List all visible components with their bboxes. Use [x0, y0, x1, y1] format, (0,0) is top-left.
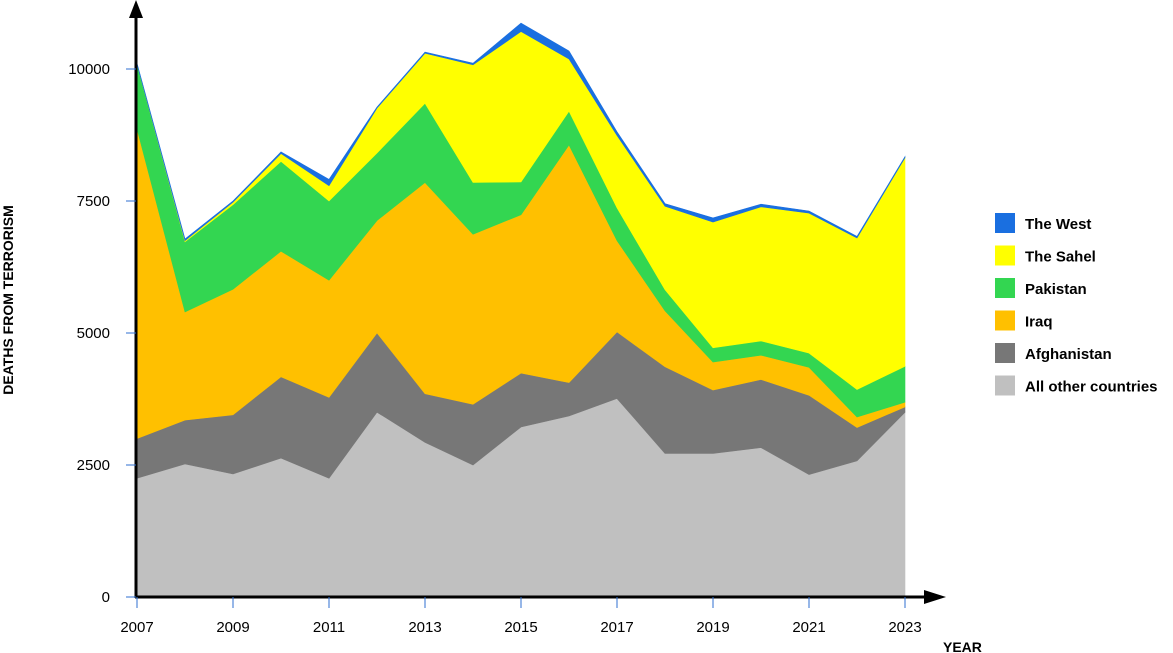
y-tick-label: 2500	[77, 457, 110, 474]
legend-label-iraq: Iraq	[1025, 314, 1053, 331]
y-tick-label: 10000	[68, 61, 110, 78]
legend: The West The Sahel Pakistan Iraq Afghanistan…	[995, 213, 1158, 396]
x-tick-label: 2013	[408, 619, 441, 636]
tick-layer: 0 2500 5000 7500 10000 2007 2009 2011 2013 2015 20…	[68, 61, 921, 636]
x-tick-label: 2021	[792, 619, 825, 636]
legend-label-afghanistan: Afghanistan	[1025, 346, 1112, 363]
x-tick-label: 2015	[504, 619, 537, 636]
x-tick-label: 2019	[696, 619, 729, 636]
legend-swatch-afghanistan	[995, 343, 1015, 363]
legend-label-the-west: The West	[1025, 216, 1091, 233]
area-layer	[136, 22, 906, 598]
y-axis-label: DEATHS FROM TERRORISM	[0, 205, 16, 395]
area-the-west	[136, 22, 906, 242]
y-tick-label: 0	[102, 589, 110, 606]
legend-swatch-all-other-countries	[995, 375, 1015, 396]
x-tick-label: 2011	[313, 619, 345, 636]
legend-swatch-pakistan	[995, 278, 1015, 298]
legend-label-the-sahel: The Sahel	[1025, 249, 1096, 266]
axes	[129, 0, 946, 604]
x-tick-label: 2023	[888, 619, 921, 636]
y-tick-label: 5000	[77, 325, 110, 342]
y-axis-arrow	[129, 0, 143, 18]
y-tick-label: 7500	[77, 193, 110, 210]
x-axis-arrow	[924, 590, 946, 604]
x-tick-label: 2009	[216, 619, 249, 636]
legend-label-all-other-countries: All other countries	[1025, 379, 1158, 396]
x-axis-label: YEAR	[943, 639, 982, 653]
x-tick-label: 2017	[600, 619, 633, 636]
legend-swatch-iraq	[995, 310, 1015, 331]
legend-label-pakistan: Pakistan	[1025, 281, 1087, 298]
legend-swatch-the-sahel	[995, 245, 1015, 266]
legend-swatch-the-west	[995, 213, 1015, 233]
x-tick-label: 2007	[120, 619, 153, 636]
